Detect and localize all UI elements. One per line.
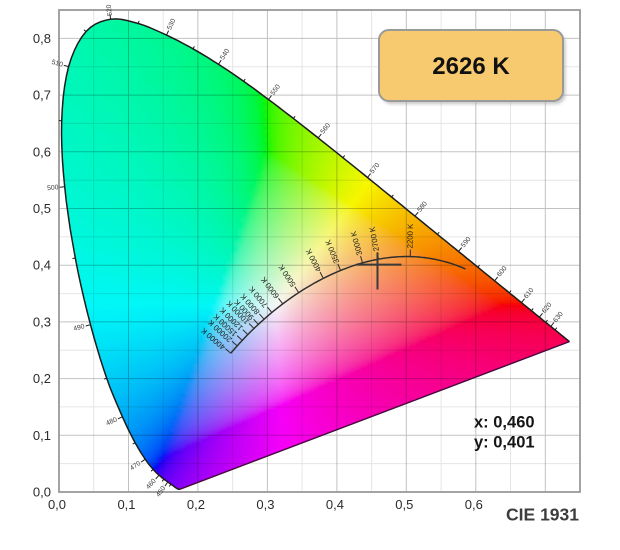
svg-text:500: 500	[47, 184, 59, 192]
svg-text:0,4: 0,4	[33, 258, 51, 273]
svg-text:0,0: 0,0	[48, 497, 66, 512]
svg-text:y: 0,401: y: 0,401	[474, 434, 535, 452]
svg-text:0,1: 0,1	[117, 497, 135, 512]
svg-text:0,2: 0,2	[187, 497, 205, 512]
svg-text:480: 480	[105, 416, 118, 427]
svg-text:CIE 1931: CIE 1931	[506, 505, 579, 525]
svg-text:510: 510	[51, 59, 64, 69]
svg-text:2200 K: 2200 K	[405, 223, 415, 249]
svg-text:2626 K: 2626 K	[432, 53, 510, 80]
svg-text:0,0: 0,0	[33, 485, 51, 500]
svg-text:0,4: 0,4	[326, 497, 344, 512]
svg-text:0,7: 0,7	[33, 88, 51, 103]
svg-text:0,3: 0,3	[33, 314, 51, 329]
svg-text:530: 530	[166, 18, 177, 31]
svg-text:0,6: 0,6	[465, 497, 483, 512]
svg-text:0,3: 0,3	[256, 497, 274, 512]
svg-text:520: 520	[106, 4, 114, 16]
svg-text:0,8: 0,8	[33, 31, 51, 46]
svg-text:490: 490	[73, 323, 86, 333]
svg-text:0,5: 0,5	[395, 497, 413, 512]
svg-text:0,1: 0,1	[33, 428, 51, 443]
svg-text:0,2: 0,2	[33, 371, 51, 386]
svg-text:0,5: 0,5	[33, 201, 51, 216]
svg-text:x: 0,460: x: 0,460	[474, 414, 535, 432]
svg-text:0,6: 0,6	[33, 144, 51, 159]
